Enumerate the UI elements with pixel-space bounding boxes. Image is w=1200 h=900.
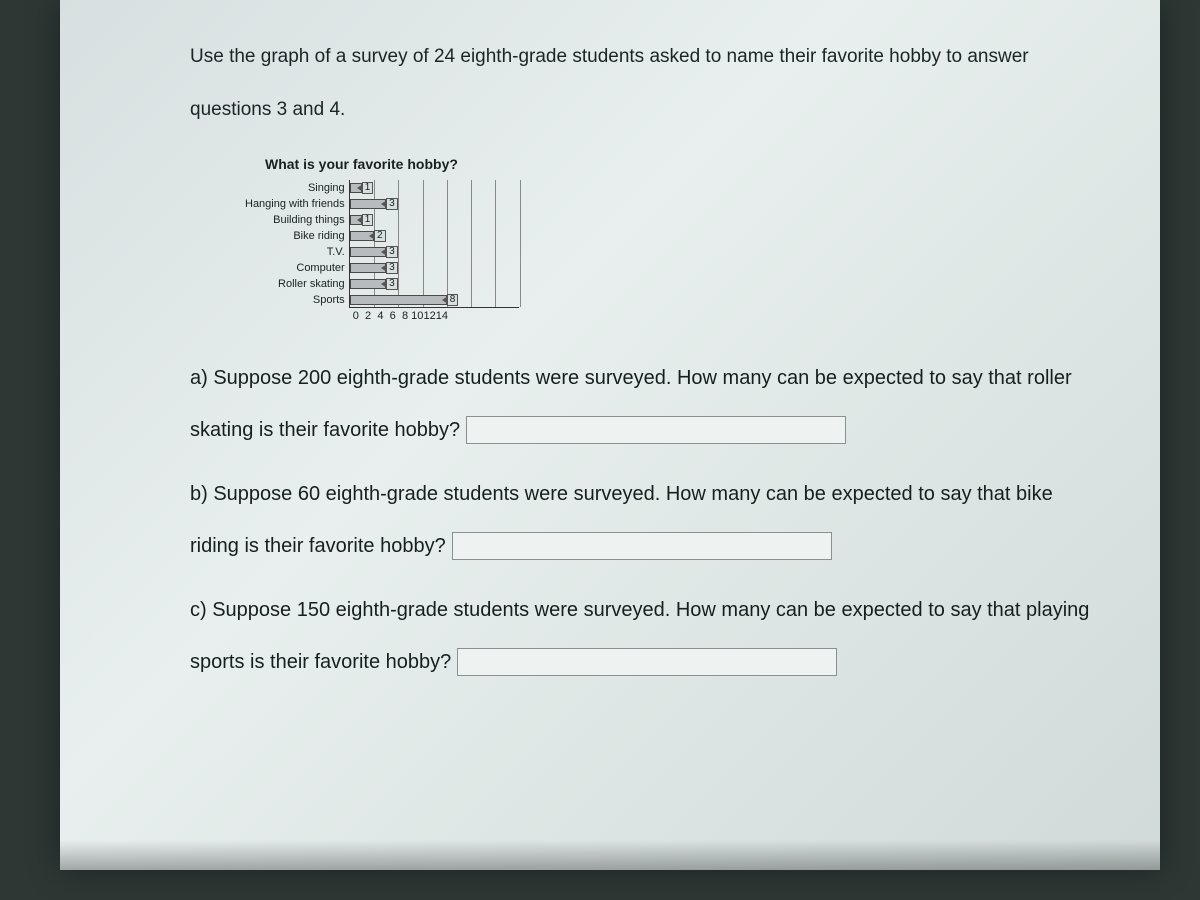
- chart-category-label: Sports: [313, 292, 345, 308]
- question-c-line1: c) Suppose 150 eighth-grade students wer…: [190, 584, 1110, 636]
- question-b: b) Suppose 60 eighth-grade students were…: [190, 468, 1110, 572]
- answer-input-a[interactable]: [466, 416, 846, 444]
- chart-bar: [350, 295, 447, 305]
- page-bottom-shadow: [60, 840, 1160, 870]
- chart-bar-row: 3: [350, 198, 398, 210]
- chart-gridline: [447, 180, 448, 307]
- chart-bar-row: 8: [350, 294, 459, 306]
- chart-gridline: [495, 180, 496, 307]
- hobby-chart: What is your favorite hobby? SingingHang…: [245, 156, 1110, 322]
- chart-category-label: Bike riding: [293, 228, 344, 244]
- chart-gridline: [398, 180, 399, 307]
- chart-x-axis: 02468101214: [349, 310, 519, 322]
- instruction-text: Use the graph of a survey of 24 eighth-g…: [190, 30, 1110, 136]
- chart-x-tick: 14: [430, 310, 454, 322]
- answer-input-b[interactable]: [452, 532, 832, 560]
- chart-bar-value: 2: [374, 230, 386, 242]
- chart-plot-area: 13123338: [349, 180, 519, 308]
- question-b-line2: riding is their favorite hobby?: [190, 520, 446, 572]
- chart-bar-row: 2: [350, 230, 386, 242]
- chart-title: What is your favorite hobby?: [265, 156, 1110, 172]
- worksheet-page: Use the graph of a survey of 24 eighth-g…: [60, 0, 1160, 870]
- chart-category-label: Singing: [308, 180, 345, 196]
- question-a: a) Suppose 200 eighth-grade students wer…: [190, 352, 1110, 456]
- chart-bar-value: 3: [386, 262, 398, 274]
- chart-bar-value: 8: [447, 294, 459, 306]
- chart-bar-value: 1: [362, 214, 374, 226]
- chart-bar-row: 1: [350, 214, 374, 226]
- chart-y-labels: SingingHanging with friendsBuilding thin…: [245, 180, 349, 322]
- question-b-line1: b) Suppose 60 eighth-grade students were…: [190, 468, 1110, 520]
- answer-input-c[interactable]: [457, 648, 837, 676]
- chart-bar-value: 3: [386, 198, 398, 210]
- chart-category-label: Building things: [273, 212, 345, 228]
- chart-bar-row: 3: [350, 246, 398, 258]
- question-a-line1: a) Suppose 200 eighth-grade students wer…: [190, 352, 1110, 404]
- question-c-line2: sports is their favorite hobby?: [190, 636, 451, 688]
- chart-gridline: [471, 180, 472, 307]
- chart-gridline: [423, 180, 424, 307]
- chart-gridline: [520, 180, 521, 307]
- question-c: c) Suppose 150 eighth-grade students wer…: [190, 584, 1110, 688]
- chart-bar-row: 3: [350, 262, 398, 274]
- chart-bar-value: 3: [386, 278, 398, 290]
- chart-bar-row: 3: [350, 278, 398, 290]
- chart-category-label: Hanging with friends: [245, 196, 345, 212]
- chart-bar-value: 3: [386, 246, 398, 258]
- chart-category-label: T.V.: [327, 244, 345, 260]
- chart-category-label: Roller skating: [278, 276, 345, 292]
- chart-bar-row: 1: [350, 182, 374, 194]
- chart-bar-value: 1: [362, 182, 374, 194]
- question-a-line2: skating is their favorite hobby?: [190, 404, 460, 456]
- chart-category-label: Computer: [296, 260, 344, 276]
